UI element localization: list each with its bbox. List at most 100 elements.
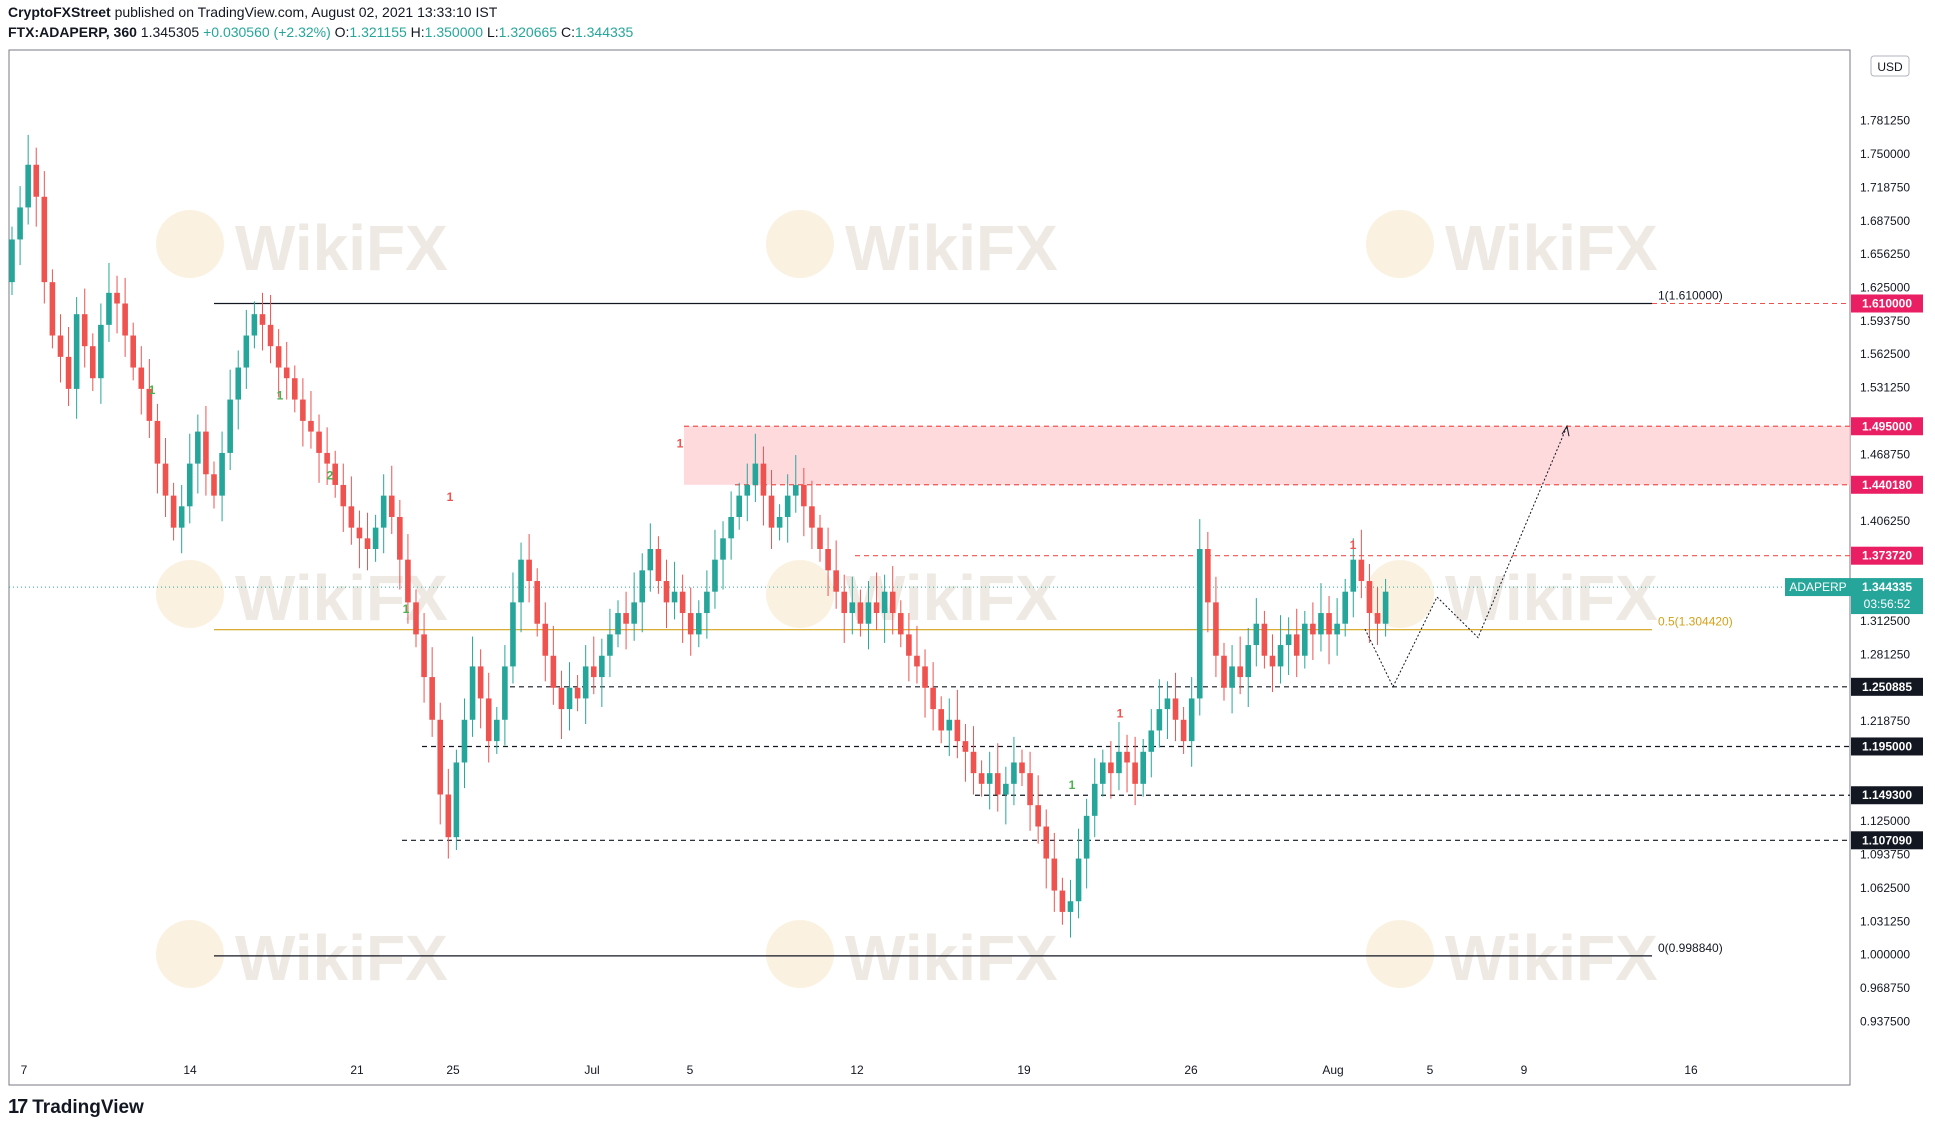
price-badge <box>1851 831 1923 850</box>
price-badge <box>1851 677 1923 696</box>
candle-body <box>267 324 274 347</box>
candle-body <box>324 452 330 464</box>
y-tick-label: 1.406250 <box>1860 514 1910 528</box>
candle-body <box>776 516 783 528</box>
watermark-text: WikiFX <box>1445 562 1658 634</box>
watermark-text: WikiFX <box>1445 212 1658 284</box>
watermark-logo-icon <box>766 210 834 278</box>
author-name[interactable]: CryptoFXStreet <box>8 4 111 20</box>
candle-body <box>1237 666 1243 678</box>
candle-body <box>986 773 993 784</box>
candle-body <box>679 591 686 614</box>
currency-label[interactable]: USD <box>1870 55 1910 77</box>
time-axis[interactable]: 7 14 21 25 Jul 5 12 19 26 Aug 5 9 16 <box>21 1063 1698 1077</box>
candle-body <box>1067 901 1074 912</box>
wikifx-watermark: WikiFX WikiFX WikiFX WikiFX WikiFX WikiFX Wiki… <box>156 210 1658 994</box>
candle-body <box>736 495 742 517</box>
high-label: H: <box>410 24 425 40</box>
candle-body <box>946 719 953 731</box>
x-tick-label: 14 <box>183 1063 197 1077</box>
watermark-logo-icon <box>156 560 224 628</box>
candle-body <box>1326 613 1332 635</box>
candle-body <box>332 463 338 485</box>
candle-body <box>227 399 233 453</box>
candle-body <box>639 570 646 603</box>
candle-body <box>671 591 678 603</box>
candle-body <box>801 484 807 507</box>
y-tick-label: 1.281250 <box>1860 647 1910 661</box>
candle-body <box>178 506 185 528</box>
candle-body <box>558 687 565 710</box>
candle-body <box>1382 591 1389 624</box>
candle-body <box>696 613 702 635</box>
candle-body <box>994 773 1001 795</box>
candle-body <box>340 484 347 507</box>
candle-body <box>704 591 710 614</box>
countdown-text: 03:56:52 <box>1864 597 1911 611</box>
candle-body <box>1196 549 1203 699</box>
candle-body <box>655 549 662 582</box>
watermark-logo-icon <box>1366 920 1434 988</box>
candle-body <box>906 634 912 656</box>
candle-body <box>1213 602 1219 656</box>
price-lines: 1(1.610000) 0(0.998840) 0.5(1.304420) <box>9 289 1850 957</box>
candle-body <box>146 388 153 421</box>
y-tick-label: 1.468750 <box>1860 447 1910 461</box>
y-tick-label: 1.031250 <box>1860 914 1910 928</box>
price-badge-text: 1.250885 <box>1862 680 1912 694</box>
symbol-label[interactable]: FTX:ADAPERP, 360 <box>8 24 137 40</box>
x-tick-label: 12 <box>850 1063 864 1077</box>
tradingview-footer[interactable]: 17 TradingView <box>8 1096 144 1119</box>
watermark-text: WikiFX <box>235 212 448 284</box>
y-tick-label: 1.656250 <box>1860 247 1910 261</box>
candle-body <box>1148 730 1155 752</box>
ohlc-legend: FTX:ADAPERP, 360 1.345305 +0.030560 (+2.… <box>8 24 633 40</box>
y-tick-label: 1.218750 <box>1860 714 1910 728</box>
x-tick-label: 9 <box>1521 1063 1528 1077</box>
candle-body <box>1051 858 1058 891</box>
candles <box>9 134 1389 938</box>
x-tick-label: 21 <box>350 1063 364 1077</box>
price-badge-text: 1.107090 <box>1862 833 1912 847</box>
candle-body <box>49 282 56 336</box>
candle-body <box>1318 613 1324 635</box>
y-tick-label: 1.093750 <box>1860 848 1910 862</box>
candle-body <box>623 613 629 624</box>
price-axis[interactable]: 0.937500 0.968750 1.000000 1.031250 1.062500… <box>1860 114 1910 1029</box>
candle-body <box>1358 559 1365 582</box>
candle-body <box>235 367 242 400</box>
candle-body <box>1124 751 1130 763</box>
candle-body <box>300 399 306 421</box>
candle-body <box>825 549 831 571</box>
candle-body <box>1261 623 1268 656</box>
sequence-mark: 1 <box>677 437 684 451</box>
candle-body <box>914 655 920 667</box>
candle-body <box>1205 549 1211 603</box>
price-badge-text: 1.495000 <box>1862 419 1912 433</box>
x-tick-label: 5 <box>687 1063 694 1077</box>
candle-body <box>275 346 282 368</box>
candle-body <box>477 666 484 699</box>
open-label: O: <box>334 24 350 40</box>
candle-body <box>760 463 767 496</box>
candle-body <box>534 581 540 624</box>
candle-body <box>881 591 888 614</box>
fib-level-label: 1(1.610000) <box>1658 289 1723 303</box>
candle-body <box>720 538 726 560</box>
watermark-logo-icon <box>766 560 834 628</box>
candle-body <box>388 495 395 517</box>
candle-body <box>590 666 597 678</box>
sequence-mark: 1 <box>277 389 284 403</box>
candle-body <box>898 613 904 635</box>
candle-body <box>106 292 112 325</box>
candle-body <box>211 474 217 496</box>
watermark-text: WikiFX <box>235 562 448 634</box>
candle-body <box>195 431 201 464</box>
candle-body <box>728 516 734 539</box>
projection-arrowhead <box>1561 424 1570 437</box>
candle-body <box>17 207 23 240</box>
candle-body <box>90 346 96 379</box>
low-label: L: <box>486 24 499 40</box>
candle-body <box>348 506 355 528</box>
